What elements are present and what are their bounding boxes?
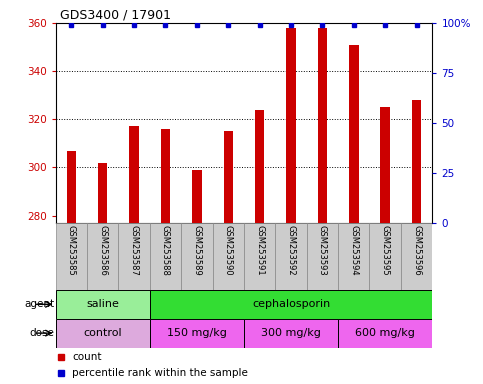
Text: 300 mg/kg: 300 mg/kg xyxy=(261,328,321,338)
Bar xyxy=(192,170,201,223)
Bar xyxy=(67,151,76,223)
Bar xyxy=(369,223,401,290)
Bar xyxy=(338,319,432,348)
Text: GSM253591: GSM253591 xyxy=(255,225,264,275)
Text: GSM253587: GSM253587 xyxy=(129,225,139,276)
Bar xyxy=(224,131,233,223)
Bar xyxy=(338,223,369,290)
Text: cephalosporin: cephalosporin xyxy=(252,299,330,310)
Bar xyxy=(118,223,150,290)
Text: GSM253589: GSM253589 xyxy=(192,225,201,275)
Bar xyxy=(318,28,327,223)
Bar xyxy=(401,223,432,290)
Text: count: count xyxy=(72,352,102,362)
Text: GSM253585: GSM253585 xyxy=(67,225,76,275)
Bar xyxy=(129,126,139,223)
Bar xyxy=(150,223,181,290)
Bar xyxy=(56,223,87,290)
Text: GSM253586: GSM253586 xyxy=(98,225,107,276)
Bar xyxy=(255,110,264,223)
Bar xyxy=(150,290,432,319)
Text: control: control xyxy=(84,328,122,338)
Bar xyxy=(349,45,358,223)
Text: agent: agent xyxy=(25,299,55,310)
Bar xyxy=(98,162,107,223)
Bar xyxy=(412,100,421,223)
Bar xyxy=(381,107,390,223)
Bar xyxy=(286,28,296,223)
Text: GSM253592: GSM253592 xyxy=(286,225,296,275)
Text: GSM253593: GSM253593 xyxy=(318,225,327,275)
Text: 600 mg/kg: 600 mg/kg xyxy=(355,328,415,338)
Bar xyxy=(181,223,213,290)
Text: GSM253596: GSM253596 xyxy=(412,225,421,275)
Text: GSM253590: GSM253590 xyxy=(224,225,233,275)
Bar xyxy=(275,223,307,290)
Text: GSM253595: GSM253595 xyxy=(381,225,390,275)
Text: percentile rank within the sample: percentile rank within the sample xyxy=(72,368,248,378)
Bar xyxy=(213,223,244,290)
Text: GSM253594: GSM253594 xyxy=(349,225,358,275)
Text: saline: saline xyxy=(86,299,119,310)
Bar xyxy=(244,223,275,290)
Bar xyxy=(307,223,338,290)
Bar xyxy=(161,129,170,223)
Text: GDS3400 / 17901: GDS3400 / 17901 xyxy=(60,8,171,21)
Bar xyxy=(150,319,244,348)
Bar xyxy=(244,319,338,348)
Text: GSM253588: GSM253588 xyxy=(161,225,170,276)
Text: dose: dose xyxy=(29,328,55,338)
Text: 150 mg/kg: 150 mg/kg xyxy=(167,328,227,338)
Bar xyxy=(56,290,150,319)
Bar xyxy=(87,223,118,290)
Bar xyxy=(56,319,150,348)
